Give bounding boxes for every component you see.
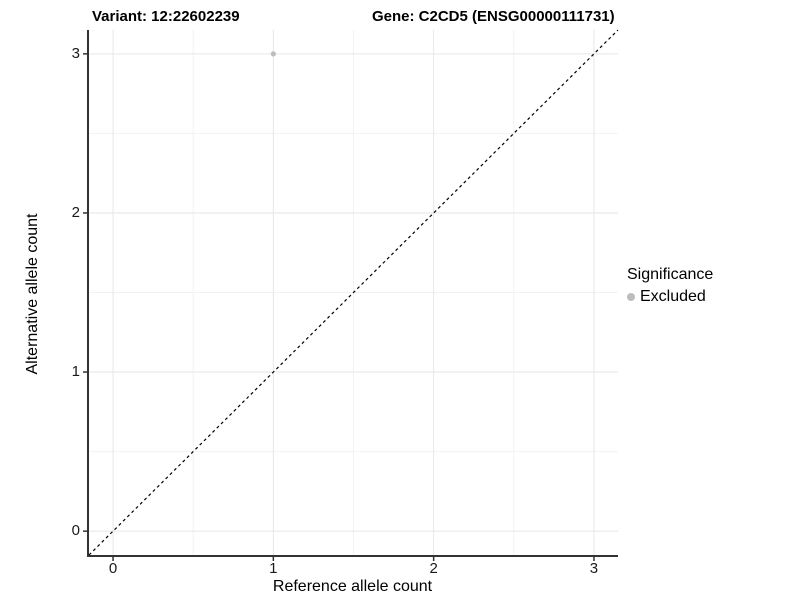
significance-legend: Significance Excluded [627,266,713,306]
x-axis-title: Reference allele count [272,578,433,595]
x-tick-label: 0 [108,560,118,577]
x-tick-label: 1 [269,560,278,577]
y-tick-label: 1 [71,363,80,381]
variant-title: Variant: 12:22602239 [92,8,240,25]
y-axis-title: Alternative allele count [24,213,41,375]
legend-entry-label: Excluded [640,288,706,305]
y-tick-label: 2 [71,203,80,221]
x-tick-label: 2 [429,560,438,577]
identity-dashed-line [88,29,619,556]
legend-entry-excluded: Excluded [627,288,713,306]
excluded-point-icon [627,293,635,301]
plot-panel [83,29,619,561]
y-tick-label: 3 [71,44,80,62]
legend-title: Significance [627,266,714,283]
data-point [270,51,276,57]
y-tick-label: 0 [71,522,80,540]
gene-title: Gene: C2CD5 (ENSG00000111731) [372,8,615,25]
scatter-plot-canvas [83,29,619,561]
x-tick-label: 3 [589,560,599,577]
